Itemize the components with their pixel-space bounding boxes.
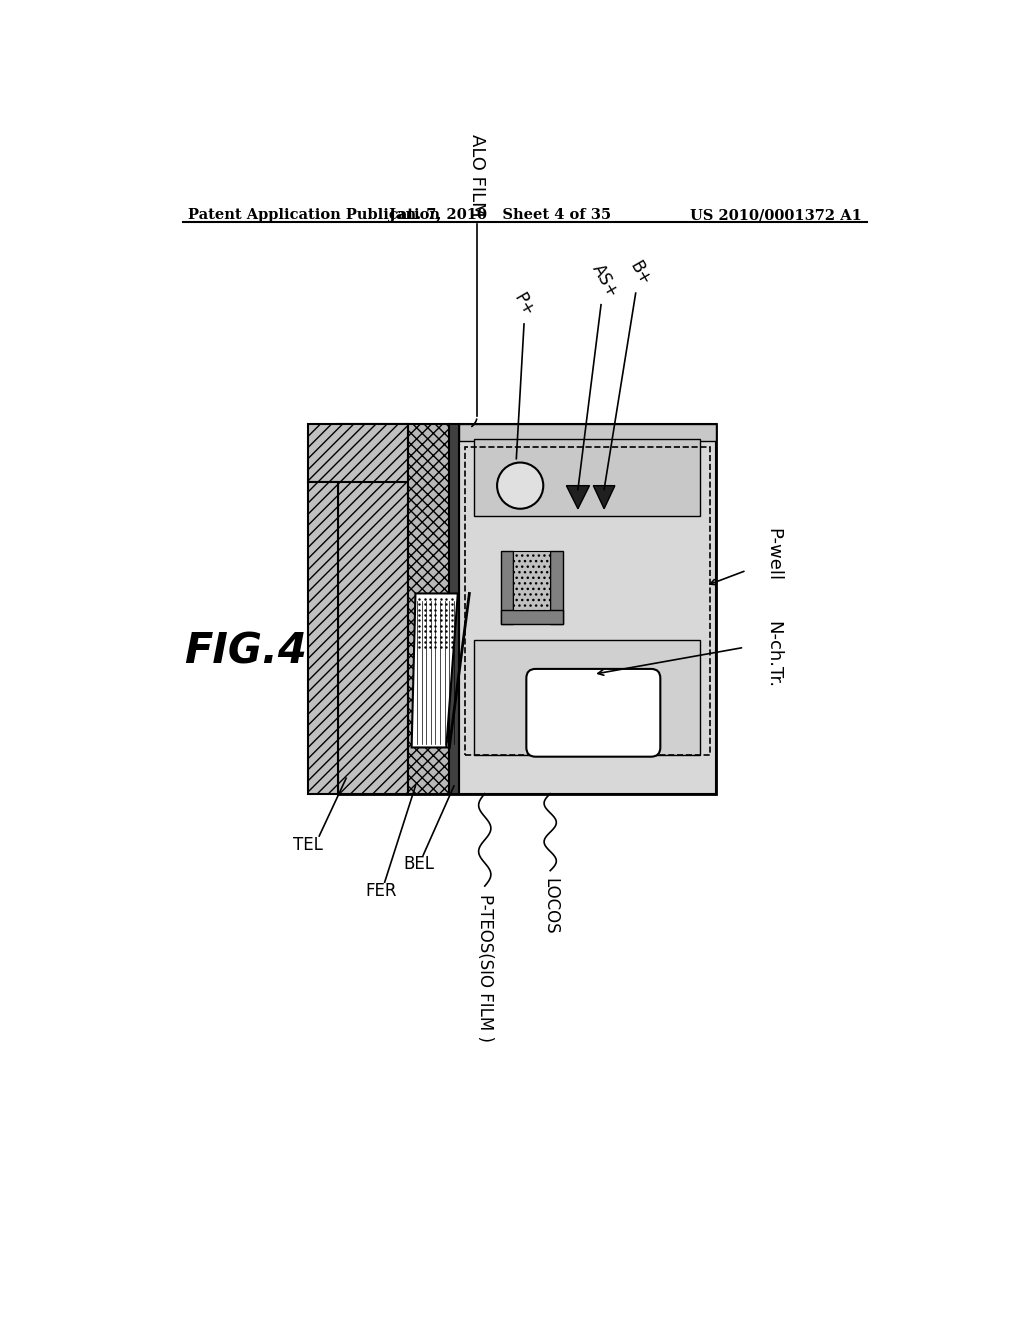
Text: US 2010/0001372 A1: US 2010/0001372 A1 bbox=[690, 209, 862, 223]
Bar bbox=[459, 424, 716, 793]
Bar bbox=[474, 440, 700, 516]
Bar bbox=[501, 610, 562, 624]
Text: FER: FER bbox=[366, 882, 396, 900]
Text: ALO FILM: ALO FILM bbox=[468, 133, 486, 216]
Text: P+: P+ bbox=[510, 290, 538, 321]
Bar bbox=[339, 424, 408, 793]
Polygon shape bbox=[593, 486, 614, 508]
Text: TEL: TEL bbox=[293, 836, 323, 854]
Bar bbox=[550, 552, 562, 624]
Text: P-well: P-well bbox=[765, 528, 782, 582]
Text: BEL: BEL bbox=[403, 855, 435, 874]
Text: FIG.4: FIG.4 bbox=[184, 630, 307, 672]
Bar bbox=[450, 424, 459, 793]
Bar bbox=[408, 424, 451, 793]
Bar bbox=[474, 640, 700, 755]
Bar bbox=[513, 552, 550, 610]
Bar bbox=[501, 552, 513, 624]
Text: AS+: AS+ bbox=[588, 261, 622, 301]
Bar bbox=[307, 424, 408, 482]
Bar bbox=[459, 424, 716, 441]
Text: Patent Application Publication: Patent Application Publication bbox=[188, 209, 440, 223]
Text: N-ch.Tr.: N-ch.Tr. bbox=[765, 622, 782, 689]
Text: Jan. 7, 2010   Sheet 4 of 35: Jan. 7, 2010 Sheet 4 of 35 bbox=[389, 209, 611, 223]
Text: B+: B+ bbox=[626, 259, 653, 289]
Polygon shape bbox=[566, 486, 590, 508]
Polygon shape bbox=[412, 594, 458, 747]
FancyBboxPatch shape bbox=[526, 669, 660, 756]
Circle shape bbox=[497, 462, 544, 508]
Bar bbox=[307, 482, 339, 793]
Bar bbox=[339, 424, 716, 793]
Bar bbox=[465, 447, 710, 755]
Text: LOCOS: LOCOS bbox=[542, 878, 559, 935]
Text: P-TEOS(SIO FILM ): P-TEOS(SIO FILM ) bbox=[476, 894, 494, 1041]
